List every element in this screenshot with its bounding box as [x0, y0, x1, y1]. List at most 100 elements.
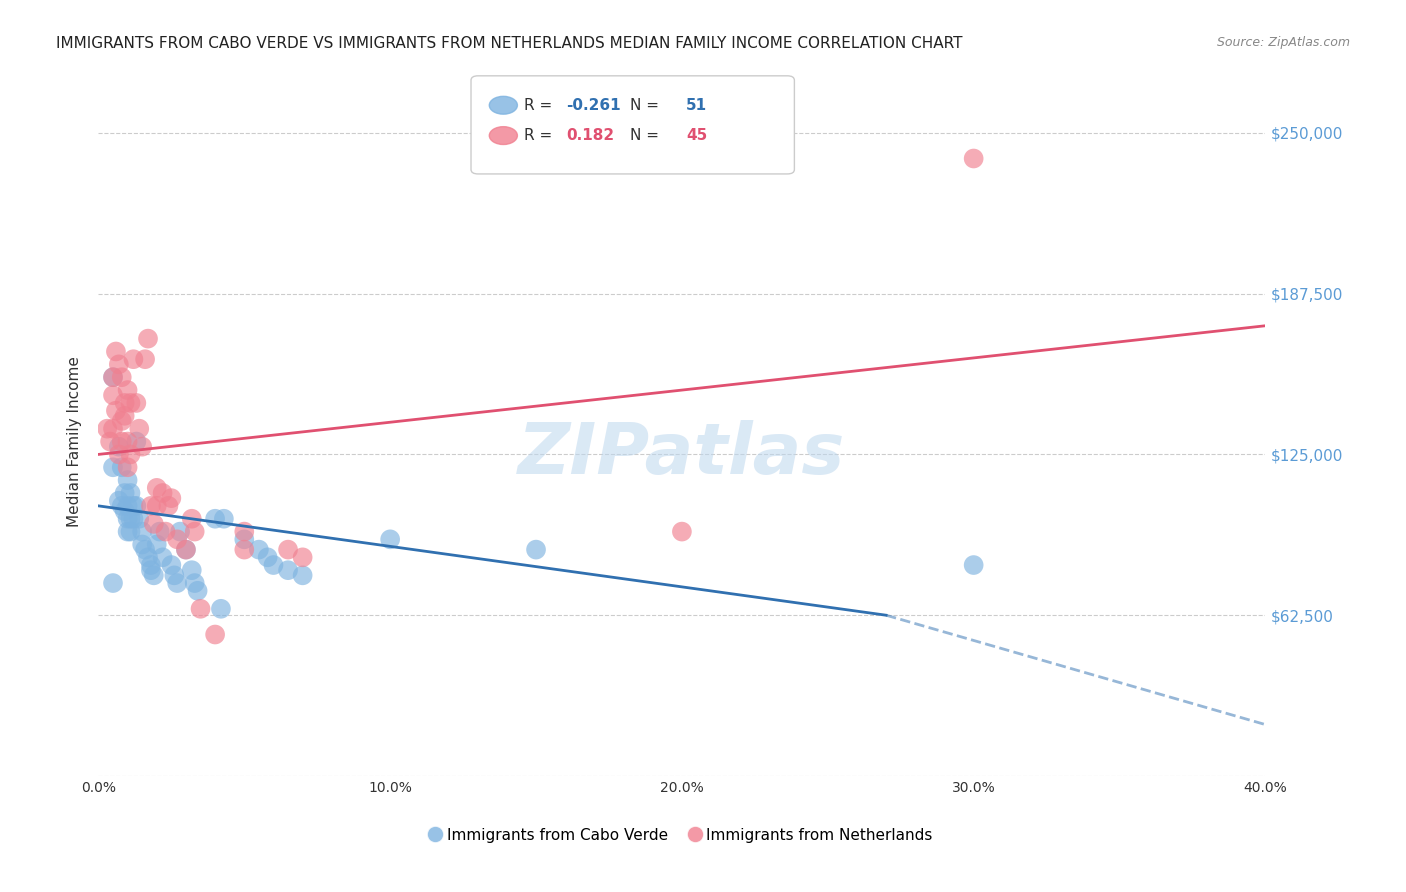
Point: [134, 352, 156, 367]
Point: [146, 537, 169, 551]
Point: [117, 460, 139, 475]
Text: 51: 51: [686, 98, 707, 112]
Point: [160, 491, 183, 505]
Point: [380, 533, 402, 547]
Point: [111, 434, 134, 449]
Point: [146, 481, 169, 495]
Point: [169, 524, 191, 539]
Point: [120, 486, 142, 500]
Point: [183, 576, 205, 591]
Point: [174, 542, 197, 557]
Point: [117, 473, 139, 487]
Point: [101, 422, 124, 436]
Point: [152, 486, 174, 500]
Point: [277, 542, 299, 557]
Point: [233, 542, 256, 557]
Point: [114, 486, 136, 500]
Point: [101, 460, 124, 475]
Point: [101, 370, 124, 384]
Point: [131, 537, 153, 551]
Point: [157, 499, 180, 513]
Point: [101, 370, 124, 384]
Point: [190, 601, 212, 615]
Point: [247, 542, 270, 557]
Point: [204, 627, 226, 641]
Point: [117, 512, 139, 526]
Point: [120, 524, 142, 539]
Point: [262, 558, 284, 572]
Point: [163, 568, 186, 582]
Point: [149, 524, 172, 539]
Point: [152, 550, 174, 565]
Point: [120, 512, 142, 526]
Point: [131, 440, 153, 454]
Point: [125, 396, 148, 410]
Point: [166, 533, 188, 547]
Point: [136, 550, 159, 565]
Point: [142, 516, 165, 531]
Point: [101, 576, 124, 591]
Point: [174, 542, 197, 557]
Point: [96, 422, 118, 436]
Text: Source: ZipAtlas.com: Source: ZipAtlas.com: [1216, 36, 1350, 49]
Point: [166, 576, 188, 591]
Point: [139, 499, 162, 513]
Point: [187, 583, 209, 598]
Point: [136, 332, 159, 346]
Point: [146, 499, 169, 513]
Point: [962, 152, 984, 166]
Legend: Immigrants from Cabo Verde, Immigrants from Netherlands: Immigrants from Cabo Verde, Immigrants f…: [425, 822, 939, 848]
Point: [125, 434, 148, 449]
Point: [98, 434, 121, 449]
Point: [108, 447, 131, 461]
Point: [111, 499, 134, 513]
Point: [139, 558, 162, 572]
Point: [209, 601, 232, 615]
Point: [160, 558, 183, 572]
Point: [108, 440, 131, 454]
Point: [111, 414, 134, 428]
Text: IMMIGRANTS FROM CABO VERDE VS IMMIGRANTS FROM NETHERLANDS MEDIAN FAMILY INCOME C: IMMIGRANTS FROM CABO VERDE VS IMMIGRANTS…: [56, 36, 963, 51]
Point: [114, 504, 136, 518]
Point: [256, 550, 278, 565]
Point: [114, 396, 136, 410]
Point: [212, 512, 235, 526]
Point: [122, 352, 145, 367]
Point: [111, 460, 134, 475]
Point: [131, 524, 153, 539]
Y-axis label: Median Family Income: Median Family Income: [67, 356, 83, 527]
Text: N =: N =: [630, 128, 664, 143]
Point: [128, 512, 150, 526]
Text: 45: 45: [686, 128, 707, 143]
Text: R =: R =: [524, 98, 558, 112]
Point: [125, 499, 148, 513]
Point: [962, 558, 984, 572]
Point: [524, 542, 547, 557]
Point: [155, 524, 177, 539]
Point: [117, 524, 139, 539]
Point: [114, 409, 136, 423]
Point: [120, 447, 142, 461]
Point: [117, 499, 139, 513]
Point: [111, 370, 134, 384]
Point: [120, 396, 142, 410]
Point: [139, 563, 162, 577]
Point: [104, 403, 127, 417]
Point: [291, 568, 314, 582]
Point: [104, 344, 127, 359]
Point: [233, 524, 256, 539]
Point: [101, 388, 124, 402]
Text: -0.261: -0.261: [567, 98, 621, 112]
Point: [180, 512, 202, 526]
Point: [122, 512, 145, 526]
Text: N =: N =: [630, 98, 664, 112]
Point: [204, 512, 226, 526]
Point: [108, 493, 131, 508]
Point: [134, 542, 156, 557]
Point: [183, 524, 205, 539]
Point: [291, 550, 314, 565]
Text: 0.182: 0.182: [567, 128, 614, 143]
Text: R =: R =: [524, 128, 558, 143]
Point: [671, 524, 693, 539]
Text: ZIPatlas: ZIPatlas: [519, 420, 845, 490]
